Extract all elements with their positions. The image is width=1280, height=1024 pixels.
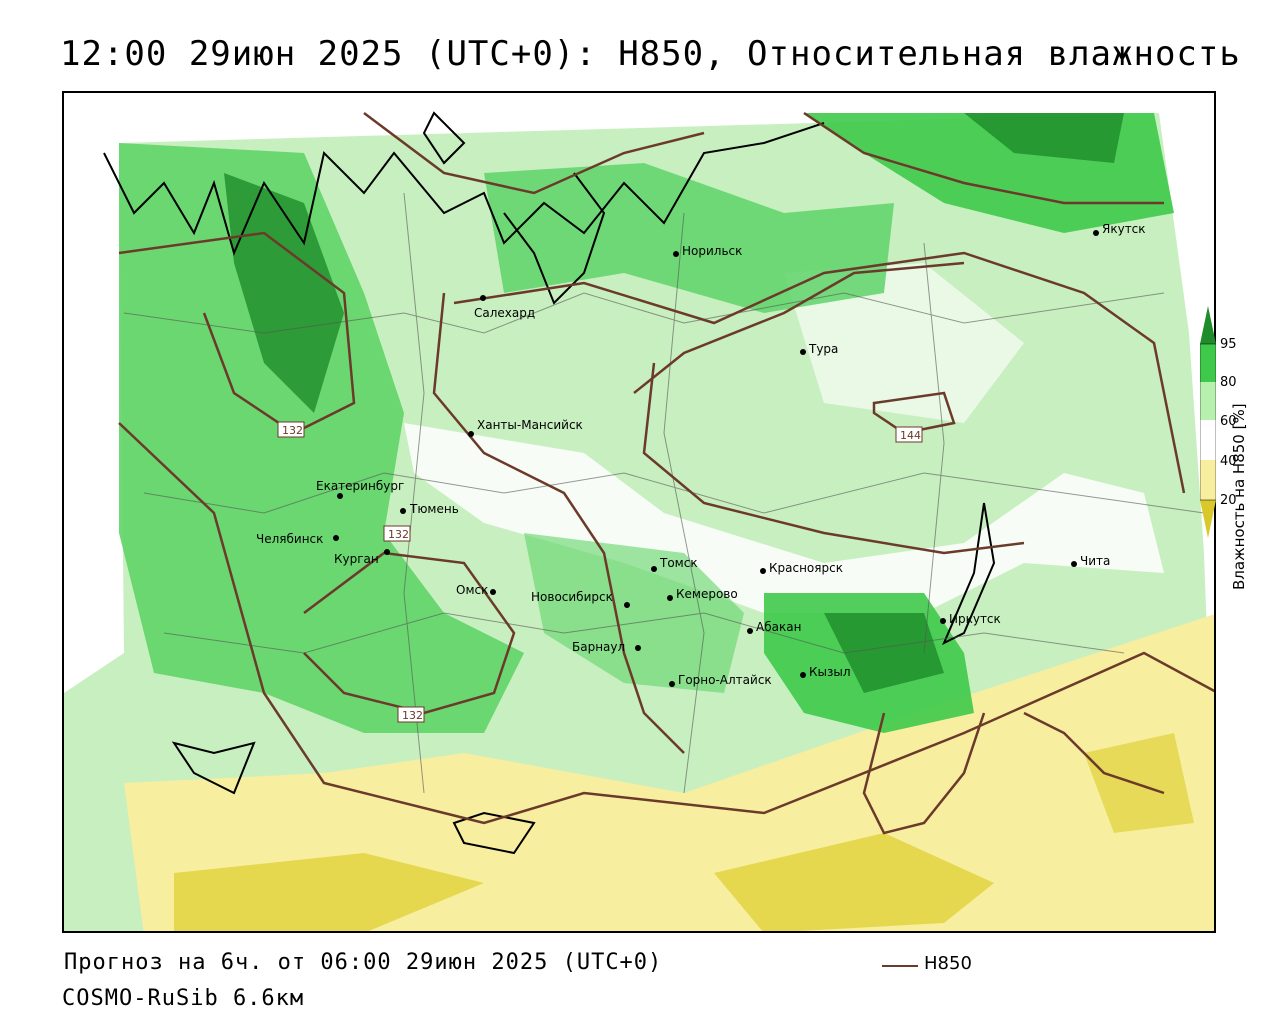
city-label-abakan: Абакан	[756, 620, 801, 634]
colorbar-bottom-triangle	[1200, 500, 1216, 538]
city-label-gorno-altaysk: Горно-Алтайск	[678, 673, 772, 687]
city-label-tomsk: Томск	[659, 556, 698, 570]
city-dot	[800, 672, 806, 678]
humid-zone-sayan-core	[824, 613, 944, 693]
region-boundaries	[123, 192, 1205, 794]
h850-contours	[118, 111, 1214, 835]
colorbar-tick: 40	[1220, 454, 1237, 469]
city-label-novosibirsk: Новосибирск	[531, 590, 613, 604]
city-dot	[747, 628, 753, 634]
city-dot	[490, 589, 496, 595]
city-dot	[635, 645, 641, 651]
city-dot	[760, 568, 766, 574]
city-dot	[333, 535, 339, 541]
h850-legend-line	[882, 965, 918, 967]
contour-label: 132	[388, 528, 409, 541]
city-label-omsk: Омск	[456, 583, 488, 597]
city-label-kurgan: Курган	[334, 552, 379, 566]
city-label-khanty-mansiysk: Ханты-Мансийск	[477, 418, 583, 432]
humid-zone-northeast-core	[964, 113, 1124, 163]
city-label-chelyabinsk: Челябинск	[256, 532, 323, 546]
city-label-kyzyl: Кызыл	[809, 665, 851, 679]
city-label-kemerovo: Кемерово	[676, 587, 738, 601]
city-dot	[651, 566, 657, 572]
dry-zone-core	[174, 853, 484, 931]
dry-zone-core-3	[1084, 733, 1194, 833]
humid-zone-ural-core	[224, 173, 344, 413]
city-dot	[669, 681, 675, 687]
contour-label: 132	[402, 709, 423, 722]
dry-patch-center	[404, 423, 1164, 613]
contour-label: 132	[282, 424, 303, 437]
city-label-chita: Чита	[1080, 554, 1110, 568]
city-dot	[624, 602, 630, 608]
colorbar-band-60	[1200, 420, 1216, 460]
city-dot	[1071, 561, 1077, 567]
coastlines	[103, 111, 996, 855]
humid-zone-ural	[119, 143, 524, 733]
city-dot	[384, 549, 390, 555]
map-panel: 132 132 132 144 Норильск Якутск Салехард…	[62, 91, 1216, 933]
city-markers: Норильск Якутск Салехард Тура Ханты-Манс…	[256, 222, 1146, 687]
dry-zone-core-2	[714, 833, 994, 931]
map-canvas: 132 132 132 144 Норильск Якутск Салехард…	[64, 111, 1214, 931]
city-dot	[337, 493, 343, 499]
contour-label: 144	[900, 429, 921, 442]
city-dot	[1093, 230, 1099, 236]
dry-patch-east	[784, 263, 1024, 423]
contour-labels: 132 132 132 144	[277, 421, 923, 723]
city-label-yekaterinburg: Екатеринбург	[316, 479, 404, 493]
city-dot	[480, 295, 486, 301]
city-label-yakutsk: Якутск	[1102, 222, 1146, 236]
colorbar-tick: 20	[1220, 493, 1237, 508]
colorbar-tick: 60	[1220, 414, 1237, 429]
h850-legend-label: H850	[924, 953, 972, 974]
city-label-tyumen: Тюмень	[409, 502, 459, 516]
city-label-norilsk: Норильск	[682, 244, 742, 258]
page-title: 12:00 29июн 2025 (UTC+0): H850, Относите…	[60, 34, 1241, 74]
colorbar-title: Влажность на H850 [%]	[1230, 403, 1248, 590]
colorbar	[1200, 306, 1216, 538]
city-dot	[673, 251, 679, 257]
colorbar-tick: 95	[1220, 337, 1237, 352]
city-label-krasnoyarsk: Красноярск	[769, 561, 843, 575]
humid-zone-south	[524, 533, 744, 693]
model-name: COSMO-RuSib 6.6км	[62, 986, 305, 1011]
city-label-salekhard: Салехард	[474, 306, 535, 320]
humid-zone-north	[484, 163, 894, 313]
colorbar-band-95	[1200, 344, 1216, 382]
city-dot	[800, 349, 806, 355]
colorbar-band-80	[1200, 382, 1216, 420]
dry-zone-south	[124, 614, 1214, 931]
colorbar-band-40	[1200, 460, 1216, 500]
city-dot	[667, 595, 673, 601]
city-dot	[400, 508, 406, 514]
forecast-info: Прогноз на 6ч. от 06:00 29июн 2025 (UTC+…	[64, 950, 663, 975]
colorbar-top-triangle	[1200, 306, 1216, 344]
city-dot	[468, 431, 474, 437]
city-label-barnaul: Барнаул	[572, 640, 625, 654]
colorbar-tick: 80	[1220, 375, 1237, 390]
city-label-irkutsk: Иркутск	[949, 612, 1001, 626]
city-dot	[940, 618, 946, 624]
city-label-tura: Тура	[808, 342, 838, 356]
